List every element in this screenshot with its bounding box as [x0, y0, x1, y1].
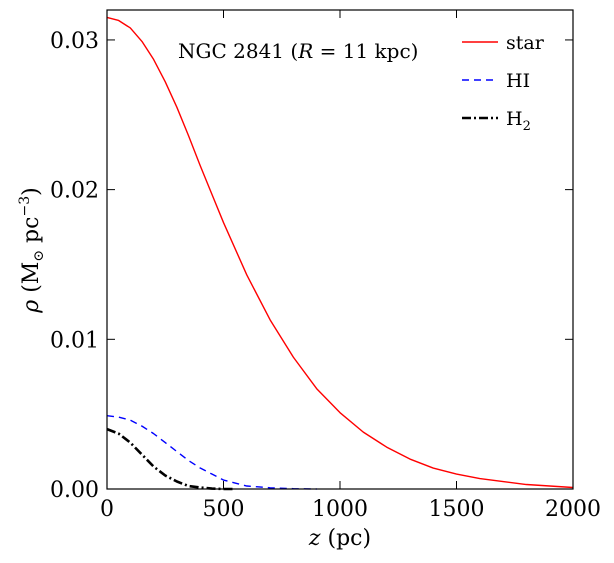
x-tick-label: 0: [100, 497, 114, 522]
legend-label-H2: H2: [506, 108, 531, 134]
legend: star HI H2: [462, 32, 545, 134]
legend-label-HI: HI: [506, 70, 530, 92]
x-tick-label: 1500: [429, 497, 485, 522]
y-tick-label: 0.00: [50, 478, 99, 503]
series-line-star: [106, 16, 574, 489]
plot-frame: [106, 9, 574, 490]
y-tick-label: 0.03: [50, 29, 99, 54]
ticks: 0 500 1000 1500 2000 0.00 0.01 0.02 0.03: [50, 10, 601, 522]
annotation-text: NGC 2841 (R = 11 kpc): [178, 39, 418, 63]
y-tick-label: 0.02: [50, 179, 99, 204]
legend-label-star: star: [506, 32, 545, 54]
x-axis-label: z (pc): [308, 526, 371, 551]
y-axis-label: ρ (M⊙ pc−3): [17, 187, 47, 313]
x-tick-label: 500: [203, 497, 245, 522]
series-line-HI: [106, 414, 317, 490]
plot-area: [107, 10, 573, 489]
y-tick-label: 0.01: [50, 328, 99, 353]
x-tick-label: 1000: [312, 497, 368, 522]
x-tick-label: 2000: [545, 497, 601, 522]
